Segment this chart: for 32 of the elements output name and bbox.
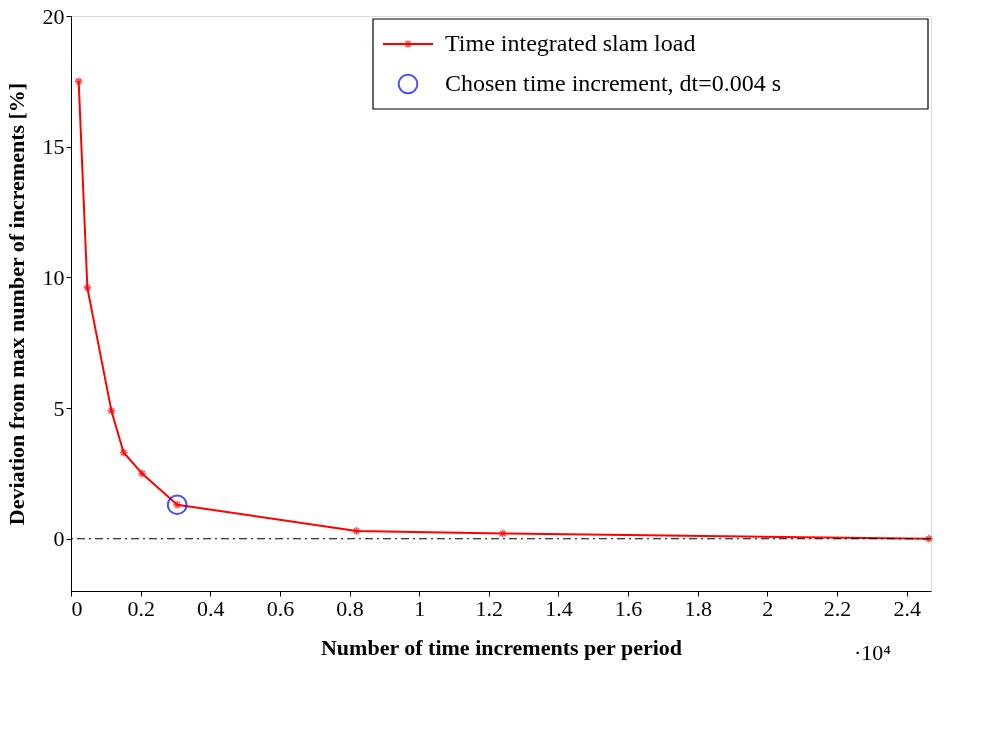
point bbox=[82, 283, 92, 293]
y-tick-label: 20 bbox=[42, 3, 65, 29]
x-tick-label: 2.4 bbox=[893, 595, 921, 621]
point bbox=[74, 76, 84, 86]
x-tick-label: 0.2 bbox=[127, 595, 155, 621]
x-tick-label: 0 bbox=[71, 595, 83, 621]
point bbox=[106, 406, 117, 416]
x-tick-label: 0.4 bbox=[197, 595, 225, 621]
point bbox=[137, 468, 147, 479]
point bbox=[166, 494, 188, 516]
x-tick-label: 2.2 bbox=[823, 595, 852, 621]
x-tick-label: 0.6 bbox=[266, 595, 295, 621]
x-tick-label: 1.2 bbox=[475, 595, 504, 621]
text: ·10⁴ bbox=[854, 640, 892, 665]
y-axis-title: Deviation from max number of increments [%] bbox=[3, 82, 29, 526]
x-axis-title: Number of time increments per period bbox=[320, 634, 683, 660]
x-tick-label: 1.6 bbox=[614, 595, 643, 621]
x-tick-label: 1 bbox=[414, 595, 426, 621]
legend-label: Time integrated slam load bbox=[445, 30, 696, 56]
point bbox=[351, 526, 362, 536]
y-tick-label: 0 bbox=[53, 526, 65, 552]
x-tick-label: 1.4 bbox=[545, 595, 573, 621]
x-tick-label: 0.8 bbox=[336, 595, 364, 621]
y-tick-label: 15 bbox=[42, 134, 65, 160]
point bbox=[498, 528, 508, 539]
point bbox=[118, 447, 129, 458]
x-tick-label: 2 bbox=[762, 595, 774, 621]
point bbox=[924, 534, 934, 544]
y-tick-label: 5 bbox=[53, 395, 65, 421]
legend-label: Chosen time increment, dt=0.004 s bbox=[445, 70, 782, 96]
y-tick-label: 10 bbox=[42, 264, 65, 290]
x-tick-label: 1.8 bbox=[684, 595, 712, 621]
